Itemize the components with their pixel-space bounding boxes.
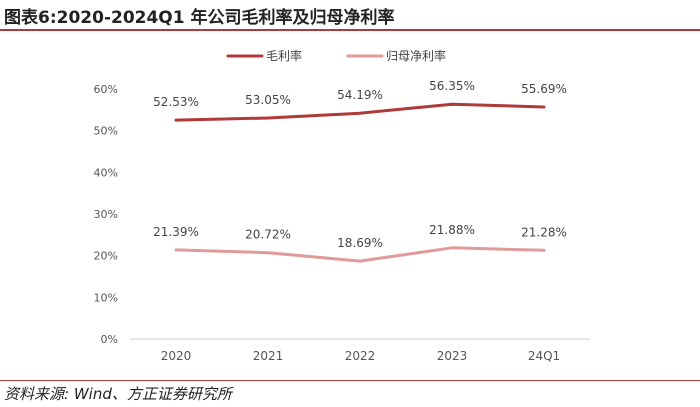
chart-title: 图表6:2020-2024Q1 年公司毛利率及归母净利率: [4, 8, 395, 28]
source-note: 资料来源: Wind、方正证券研究所: [4, 385, 232, 403]
data-label: 54.19%: [337, 88, 383, 102]
data-label: 21.39%: [153, 225, 199, 239]
y-tick-label: 10%: [94, 291, 118, 304]
source-divider: [0, 380, 700, 381]
y-tick-label: 30%: [94, 208, 118, 221]
data-label: 55.69%: [521, 82, 567, 96]
title-underline: [0, 29, 700, 31]
y-tick-label: 40%: [94, 166, 118, 179]
y-tick-label: 50%: [94, 125, 118, 138]
series-line-2: [174, 246, 546, 263]
x-tick-label: 2021: [253, 349, 284, 363]
line-chart: 0% 10% 20% 30% 40% 50% 60% 2020 2021 2022 2023 24Q1…: [94, 48, 590, 363]
data-label: 53.05%: [245, 93, 291, 107]
legend-label: 归母净利率: [386, 48, 446, 63]
x-tick-label: 2022: [345, 349, 376, 363]
data-label: 18.69%: [337, 236, 383, 250]
data-label: 21.28%: [521, 225, 567, 239]
series-line-1: [174, 102, 546, 122]
data-label: 20.72%: [245, 228, 291, 242]
data-label: 56.35%: [429, 79, 475, 93]
x-tick-label: 24Q1: [528, 349, 560, 363]
y-tick-label: 0%: [101, 333, 118, 346]
y-tick-label: 20%: [94, 250, 118, 263]
x-tick-label: 2023: [437, 349, 468, 363]
y-tick-label: 60%: [94, 83, 118, 96]
legend-label: 毛利率: [266, 48, 302, 63]
x-tick-label: 2020: [161, 349, 192, 363]
data-label: 52.53%: [153, 95, 199, 109]
title-bar: 图表6:2020-2024Q1 年公司毛利率及归母净利率: [0, 0, 700, 31]
data-label: 21.88%: [429, 223, 475, 237]
